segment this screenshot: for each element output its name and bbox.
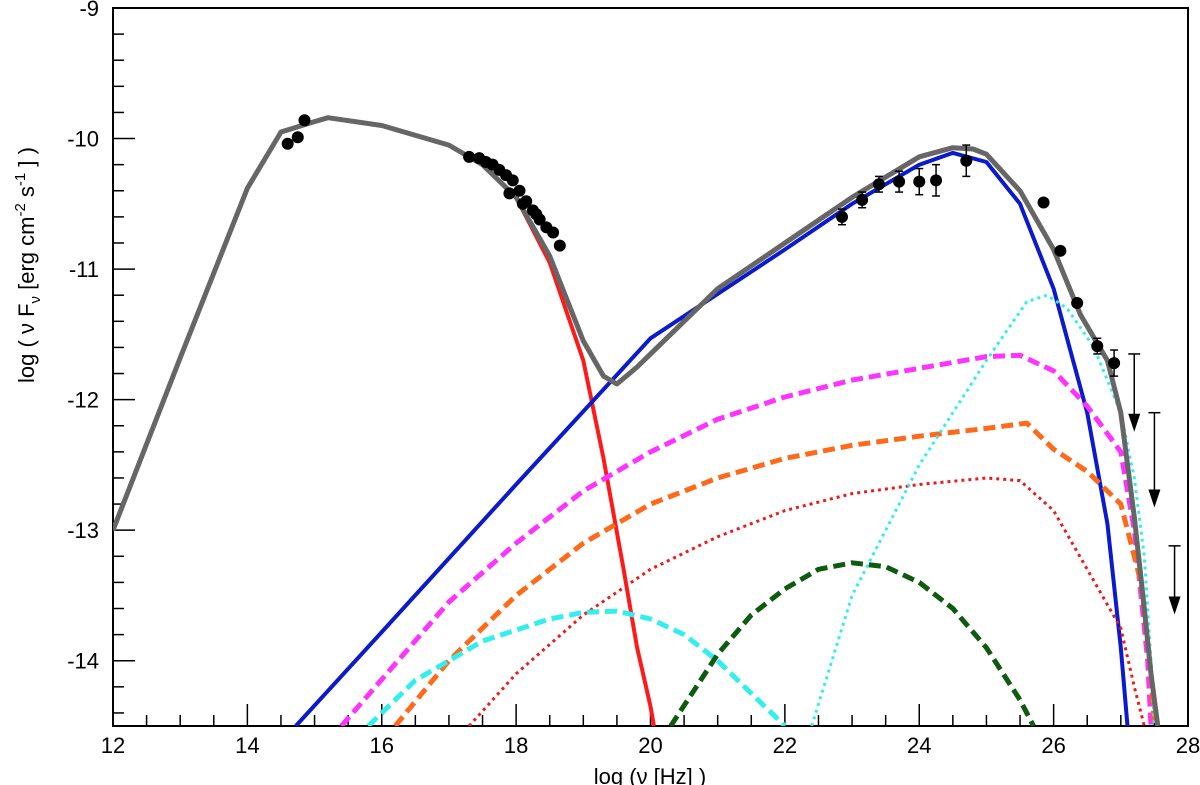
data-point (281, 137, 294, 150)
y-axis-title-post: ] ) (14, 147, 39, 173)
series-line-2 (339, 352, 1154, 726)
series-line-3 (393, 420, 1157, 726)
data-point (291, 131, 304, 144)
data-point (893, 175, 906, 188)
data-point (913, 175, 926, 188)
series-line-4 (467, 476, 1146, 726)
upper-limit-arrowhead (1148, 489, 1161, 508)
series-line-7 (668, 560, 1036, 726)
x-tick-label: 12 (101, 733, 125, 758)
x-tick-label: 20 (638, 733, 662, 758)
data-point (1091, 340, 1104, 353)
data-point (872, 178, 885, 191)
data-point (547, 226, 560, 239)
plot-axes (112, 7, 1189, 727)
y-tick-label: -11 (69, 257, 99, 282)
x-tick-label: 24 (907, 733, 931, 758)
y-axis-title-sup2: -1 (12, 173, 29, 186)
y-tick-label: -12 (67, 388, 99, 413)
data-point (835, 210, 848, 223)
x-tick-label: 22 (773, 733, 797, 758)
data-point (1054, 244, 1067, 257)
y-tick-label: -14 (67, 649, 99, 674)
upper-limit-arrowhead (1128, 413, 1141, 432)
x-tick-label: 16 (370, 733, 394, 758)
data-point (503, 187, 516, 200)
data-point (298, 114, 311, 127)
data-point (463, 150, 476, 163)
series-line-5 (366, 608, 787, 726)
y-tick-label: -10 (67, 127, 99, 152)
x-tick-label: 28 (1176, 733, 1200, 758)
upper-limit-arrowhead (1168, 596, 1181, 615)
x-axis-title: log (ν [Hz] ) (594, 764, 706, 785)
data-point (1108, 357, 1121, 370)
data-point (530, 208, 543, 221)
data-point (516, 197, 529, 210)
y-axis-title-sub: ν (27, 296, 44, 304)
data-point (506, 174, 519, 187)
data-points (281, 114, 1121, 377)
data-point (553, 239, 566, 252)
y-tick-label: -13 (67, 518, 99, 543)
y-tick-label: -9 (79, 0, 99, 21)
data-point (856, 193, 869, 206)
x-tick-label: 14 (235, 733, 259, 758)
data-point (1037, 196, 1050, 209)
y-axis-title: log ( ν Fν [erg cm-2 s-1 ] ) (12, 147, 44, 383)
data-point (1071, 297, 1084, 310)
x-tick-label: 26 (1041, 733, 1065, 758)
data-point (930, 174, 943, 187)
y-axis-title-pre: log ( ν F (14, 303, 39, 382)
series-line-1 (294, 150, 1130, 726)
data-point (513, 184, 526, 197)
y-axis-title-mid1: [erg cm (14, 217, 39, 296)
x-tick-label: 18 (504, 733, 528, 758)
model-curves (113, 115, 1161, 726)
data-point (960, 154, 973, 167)
y-axis-title-mid2: s (14, 186, 39, 203)
upper-limits (1128, 353, 1181, 615)
y-axis-title-sup1: -2 (12, 203, 29, 216)
series-line-8 (113, 115, 1161, 726)
tick-labels: 12 14 16 18 20 22 24 26 28 -9 -10 -11 -12 -13 -14 (67, 0, 1200, 758)
